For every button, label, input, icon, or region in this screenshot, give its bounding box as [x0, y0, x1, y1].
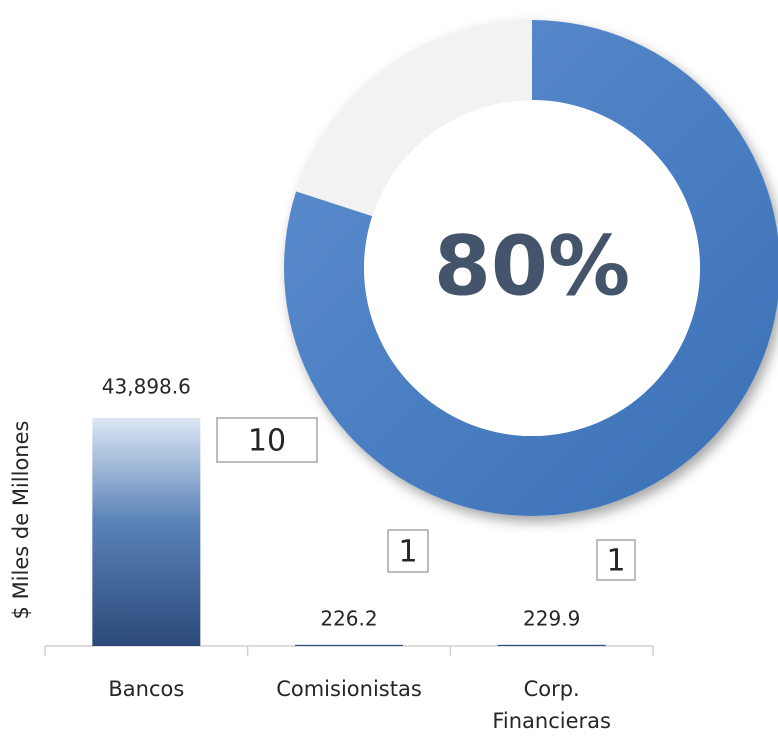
count-label: 1 [606, 544, 625, 579]
count-label: 1 [398, 535, 417, 570]
bar [497, 644, 606, 646]
bar [295, 644, 403, 646]
count-box [596, 539, 636, 581]
donut-segment [296, 20, 532, 217]
x-tick-label: Corp. Financieras [492, 677, 611, 733]
value-label: 226.2 [320, 607, 377, 631]
y-axis-title: $ Miles de Millones [9, 421, 33, 620]
donut-segment [284, 20, 778, 516]
center-label: 80% [434, 219, 630, 314]
count-label: 10 [248, 424, 286, 459]
x-tick-label: Bancos [108, 677, 184, 701]
value-label: 43,898.6 [102, 375, 191, 399]
donut-hole [364, 100, 700, 436]
donut [284, 20, 778, 516]
count-box [387, 529, 429, 573]
x-tick-label: Comisionistas [276, 677, 422, 701]
bar [92, 418, 201, 646]
value-label: 229.9 [523, 607, 580, 631]
count-box [216, 417, 318, 463]
